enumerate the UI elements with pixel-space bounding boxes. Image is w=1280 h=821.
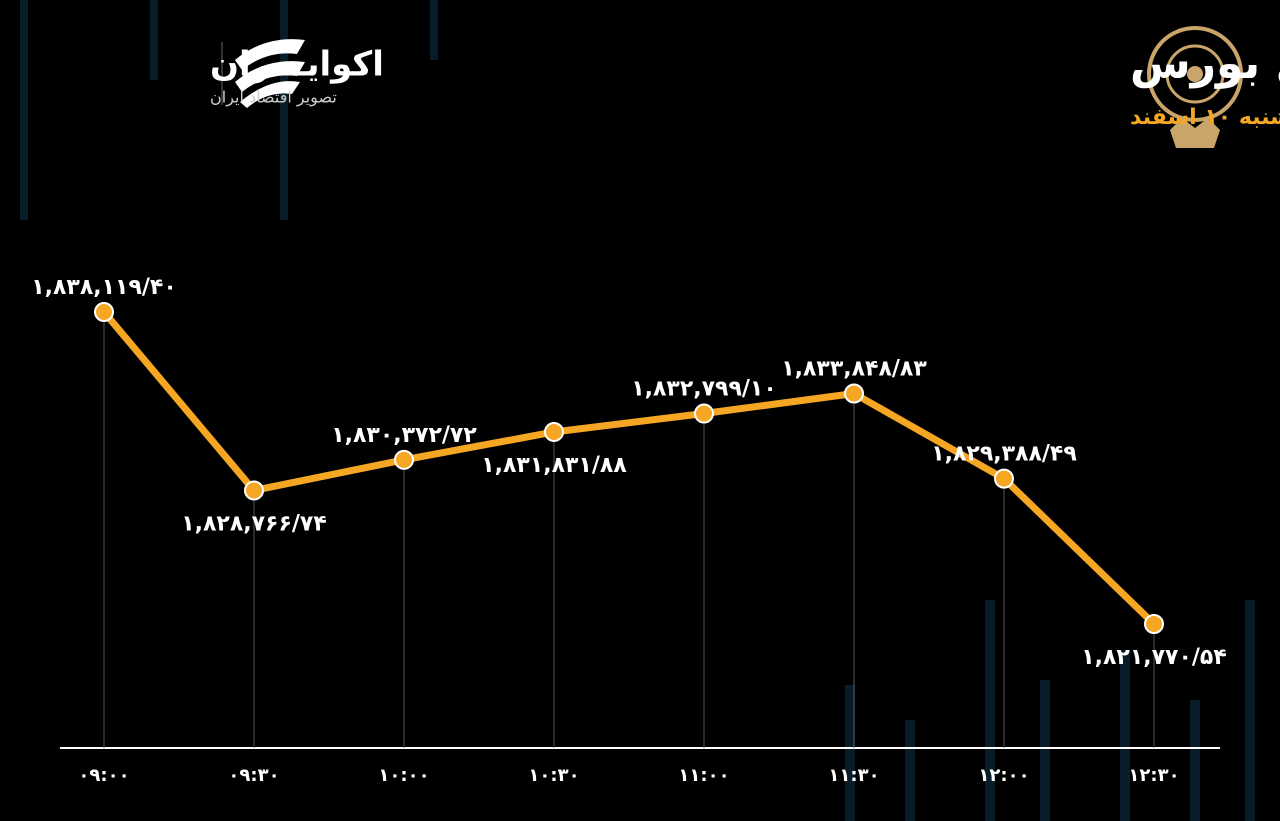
x-tick-label: ۱۱:۳۰ <box>828 765 879 786</box>
value-label: ۱,۸۳۲,۷۹۹/۱۰ <box>631 377 777 402</box>
value-label: ۱,۸۳۸,۱۱۹/۴۰ <box>31 275 177 300</box>
point <box>244 480 264 501</box>
value-label: ۱,۸۳۰,۳۷۲/۷۲ <box>331 423 477 448</box>
brand-logo <box>221 39 305 108</box>
point <box>544 421 564 442</box>
chart-title: روند شاخص کل بورس <box>1130 38 1280 89</box>
chart-subtitle: چهارشنبه ۱۰ اسفند <box>1130 105 1280 130</box>
value-label: ۱,۸۳۳,۸۴۸/۸۳ <box>781 356 927 381</box>
x-tick-label: ۱۰:۳۰ <box>528 765 579 786</box>
brand-name: اکوایـــران <box>210 45 384 85</box>
x-tick-label: ۰۹:۰۰ <box>78 765 129 786</box>
value-label: ۱,۸۳۱,۸۳۱/۸۸ <box>481 453 627 478</box>
x-tick-label: ۱۱:۰۰ <box>678 765 729 786</box>
x-tick-label: ۱۰:۰۰ <box>378 765 429 786</box>
brand-tagline: تصویر اقتصاد ایران <box>210 88 337 108</box>
value-label: ۱,۸۲۸,۷۶۶/۷۴ <box>181 511 327 536</box>
point <box>94 302 114 322</box>
bourse-logo <box>1147 26 1243 148</box>
line <box>101 309 1157 627</box>
x-tick-label: ۱۲:۳۰ <box>1128 765 1179 786</box>
point <box>394 449 414 470</box>
x-tick-label: ۱۲:۰۰ <box>978 765 1029 786</box>
point <box>994 468 1014 489</box>
point <box>844 383 864 404</box>
point <box>1144 614 1164 634</box>
point <box>694 403 714 424</box>
value-label: ۱,۸۲۹,۳۸۸/۴۹ <box>931 442 1077 467</box>
value-label: ۱,۸۲۱,۷۷۰/۵۴ <box>1081 645 1227 670</box>
x-tick-label: ۰۹:۳۰ <box>228 765 279 786</box>
decor-candles <box>20 0 1255 821</box>
